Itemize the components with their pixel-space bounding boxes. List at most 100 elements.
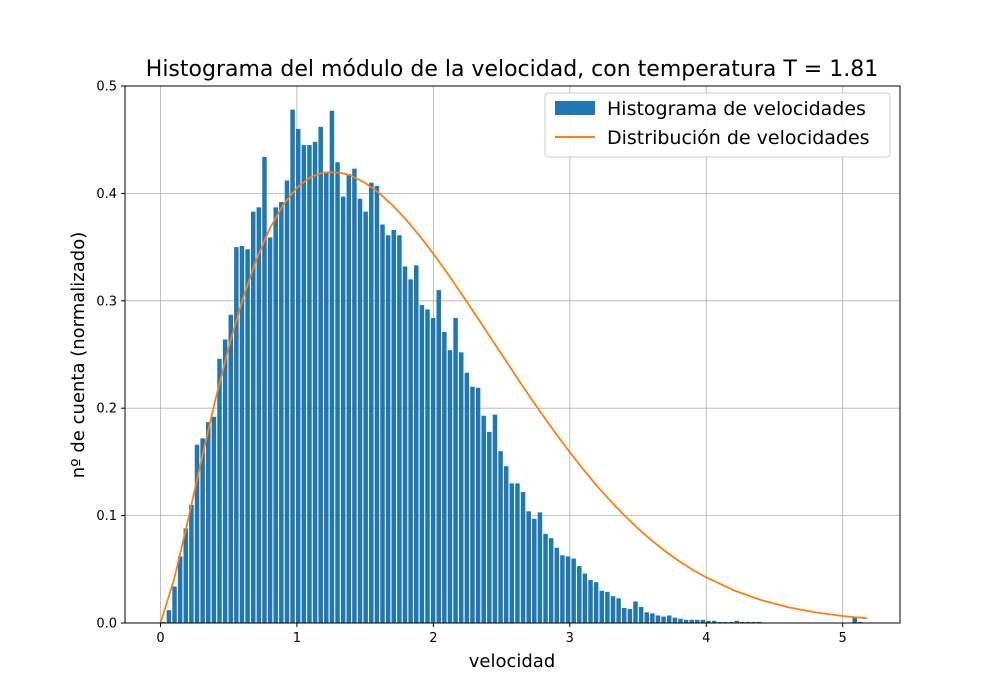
distribution-curve: [159, 171, 868, 624]
histogram-bar: [161, 621, 166, 623]
histogram-bar: [346, 174, 352, 623]
histogram-bar: [324, 171, 329, 624]
histogram-bar: [650, 613, 655, 623]
legend-box: [544, 92, 891, 158]
histogram-bar: [363, 211, 368, 623]
histogram-bar: [683, 619, 689, 623]
histogram-bar: [329, 110, 335, 623]
legend-histogram-swatch: [555, 101, 595, 115]
histogram-bar: [616, 598, 621, 623]
histogram-bar: [520, 491, 526, 623]
histogram-bar: [633, 601, 638, 623]
histogram-bar: [228, 314, 233, 623]
y-tick-label: 0.5: [96, 80, 117, 95]
histogram-bar: [644, 612, 649, 623]
histogram-bar: [745, 621, 751, 623]
histogram-bar: [419, 305, 425, 623]
axis-ticks: 0 1 2 3 4 5 0.0 0.1 0.2 0.3 0.4 0.5: [96, 80, 847, 647]
histogram-bar: [290, 109, 295, 624]
histogram-bar: [391, 229, 397, 623]
histogram-bar: [661, 616, 666, 623]
histogram-bar: [627, 609, 633, 623]
histogram-bar: [267, 237, 273, 623]
histogram-bar: [700, 619, 706, 623]
histogram-bar: [492, 414, 498, 623]
histogram-bar: [335, 162, 340, 623]
axes-frame: [124, 85, 901, 624]
histogram-bar: [357, 198, 363, 623]
histogram-bar: [481, 415, 486, 623]
histogram-bar: [442, 331, 447, 623]
histogram-bar: [593, 582, 599, 623]
histogram-bar: [284, 180, 290, 623]
x-tick-label: 1: [293, 631, 301, 646]
histogram-bar: [385, 235, 391, 623]
histogram-bar: [532, 518, 537, 623]
histogram-bar: [312, 141, 318, 623]
histogram-bar: [717, 621, 723, 623]
histogram-bar: [554, 547, 560, 623]
histogram-bar: [858, 621, 863, 623]
histogram-bar: [666, 615, 672, 623]
histogram-bar: [728, 621, 734, 623]
histogram-bar: [475, 387, 481, 623]
histogram-bar: [560, 555, 565, 623]
histogram-bar: [487, 431, 492, 623]
histogram-bar: [526, 511, 531, 623]
histogram-bar: [740, 621, 745, 623]
legend-distribution-label: Distribución de velocidades: [607, 127, 870, 149]
histogram-bar: [610, 596, 616, 623]
histogram-bar: [194, 444, 200, 623]
legend: Histograma de velocidades Distribución d…: [544, 92, 891, 158]
histogram-bar: [206, 422, 211, 623]
histogram-bar: [189, 504, 194, 623]
histogram-bar: [262, 156, 267, 623]
histogram-bar: [588, 580, 593, 623]
plot-frame: [124, 85, 901, 624]
histogram-bar: [402, 266, 408, 623]
histogram-bar: [638, 606, 644, 623]
histogram-bar: [605, 591, 610, 623]
y-tick-label: 0.0: [96, 617, 117, 632]
histogram-bar: [689, 619, 694, 623]
histogram-bar: [695, 619, 700, 623]
histogram-bar: [307, 145, 312, 623]
histogram-bar: [234, 247, 239, 623]
histogram-bar: [250, 211, 256, 623]
y-tick-label: 0.4: [96, 187, 117, 202]
histogram-bar: [256, 207, 262, 623]
histogram-bar: [318, 126, 323, 623]
histogram-bar: [245, 249, 250, 624]
histogram-bar: [177, 556, 183, 623]
histogram-bar: [166, 610, 172, 623]
histogram-bar: [577, 566, 582, 623]
histogram-bar: [464, 372, 470, 623]
histogram-bar: [295, 128, 301, 623]
chart-title: Histograma del módulo de la velocidad, c…: [146, 57, 878, 82]
y-tick-label: 0.1: [96, 509, 117, 524]
x-tick-label: 0: [156, 631, 164, 646]
histogram-bar: [678, 618, 683, 623]
histogram-bar: [183, 528, 189, 623]
x-tick-label: 3: [566, 631, 574, 646]
histogram-bar: [852, 616, 857, 623]
histogram-bar: [756, 621, 762, 623]
histogram-bar: [548, 538, 554, 623]
histogram-bar: [621, 607, 627, 623]
histogram-bar: [503, 466, 509, 623]
histogram-bar: [447, 350, 453, 623]
histogram-bar: [425, 309, 430, 623]
histogram-bar: [414, 265, 419, 623]
histogram-bar: [458, 352, 464, 623]
histogram-bar: [672, 617, 678, 623]
histogram-bar: [217, 358, 222, 623]
histogram-bar: [655, 615, 661, 623]
histogram-bar: [470, 386, 475, 623]
histogram-bar: [279, 201, 284, 623]
histogram-bar: [543, 533, 548, 623]
histogram-bar: [374, 185, 380, 623]
histogram-bar: [537, 512, 543, 623]
histogram-bar: [397, 235, 402, 623]
